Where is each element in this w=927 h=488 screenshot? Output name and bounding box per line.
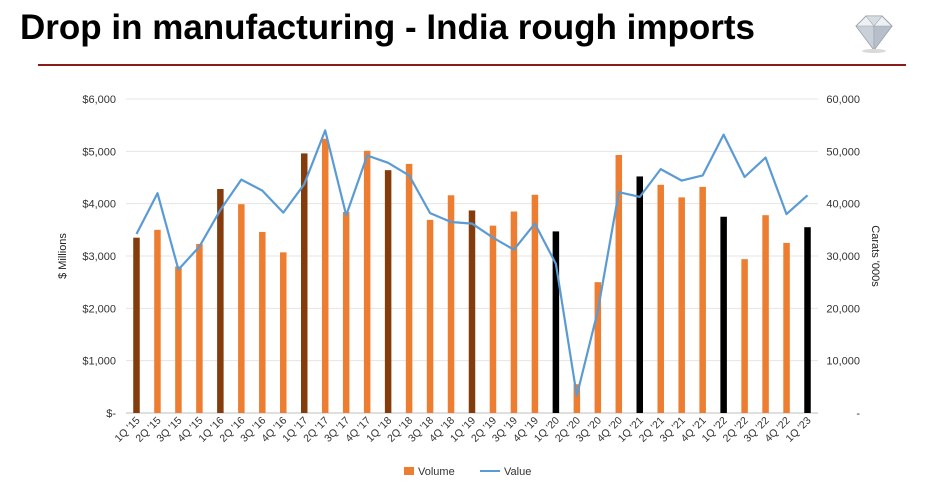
volume-bar bbox=[552, 231, 560, 413]
volume-bar bbox=[699, 186, 706, 413]
y-tick-label: $4,000 bbox=[82, 199, 116, 211]
volume-bar bbox=[489, 225, 497, 413]
y2-tick-label: 10,000 bbox=[826, 356, 860, 368]
volume-bar bbox=[426, 219, 434, 413]
volume-bar bbox=[342, 212, 350, 413]
volume-bar bbox=[594, 282, 602, 413]
volume-bar bbox=[657, 184, 664, 413]
y2-tick-label: 20,000 bbox=[826, 303, 860, 315]
legend-volume-swatch bbox=[404, 467, 414, 475]
diamond-icon bbox=[855, 15, 893, 53]
volume-bar bbox=[468, 210, 476, 413]
y2-axis-title: Carats '000s bbox=[869, 225, 881, 287]
y-tick-label: $3,000 bbox=[82, 251, 116, 263]
y2-tick-label: 50,000 bbox=[826, 146, 860, 158]
page-title: Drop in manufacturing - India rough impo… bbox=[20, 8, 755, 47]
volume-bar bbox=[259, 231, 266, 413]
volume-bar bbox=[531, 194, 539, 413]
volume-bar bbox=[300, 153, 308, 413]
volume-bar bbox=[762, 215, 769, 413]
y-tick-label: $- bbox=[106, 408, 116, 420]
volume-bar bbox=[804, 227, 811, 413]
volume-bar bbox=[363, 150, 371, 413]
volume-bar bbox=[154, 229, 161, 413]
volume-bar bbox=[217, 189, 224, 413]
volume-bar bbox=[133, 237, 140, 413]
y2-tick-label: 40,000 bbox=[826, 199, 860, 211]
volume-bar bbox=[678, 197, 685, 413]
volume-bar bbox=[384, 170, 392, 413]
volume-bar bbox=[238, 204, 245, 413]
volume-bar bbox=[405, 163, 413, 413]
volume-bar bbox=[615, 154, 623, 413]
legend-volume-label: Volume bbox=[418, 466, 455, 478]
volume-bar bbox=[720, 216, 727, 413]
value-line bbox=[135, 129, 809, 397]
y-tick-label: $5,000 bbox=[82, 146, 116, 158]
y2-tick-label: 60,000 bbox=[826, 94, 860, 106]
legend-value-label: Value bbox=[504, 466, 531, 478]
volume-bar bbox=[321, 138, 329, 414]
title-divider bbox=[38, 64, 906, 66]
volume-bar bbox=[175, 266, 182, 413]
y-axis-title: $ Millions bbox=[57, 233, 69, 279]
y-tick-label: $2,000 bbox=[82, 303, 116, 315]
volume-bar bbox=[741, 259, 748, 413]
volume-bar bbox=[196, 243, 203, 413]
volume-bar bbox=[783, 242, 790, 413]
volume-bar bbox=[280, 252, 287, 413]
y-tick-label: $6,000 bbox=[82, 94, 116, 106]
volume-bar bbox=[510, 211, 518, 413]
y-tick-label: $1,000 bbox=[82, 356, 116, 368]
y2-tick-label: 30,000 bbox=[826, 251, 860, 263]
volume-bar bbox=[573, 384, 581, 413]
y2-tick-label: - bbox=[856, 408, 860, 420]
volume-bar bbox=[636, 176, 644, 413]
volume-bar bbox=[447, 195, 455, 413]
